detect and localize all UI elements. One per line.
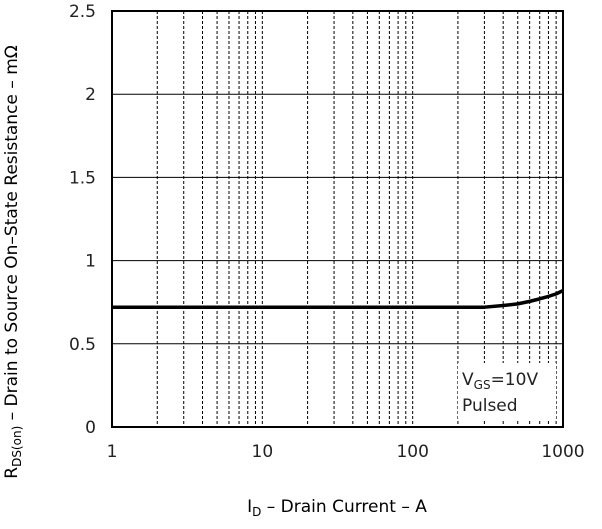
x-axis-label-rest: – Drain Current – A xyxy=(261,497,427,517)
annotation-vgs-sub: GS xyxy=(474,378,491,392)
x-tick-label: 10 xyxy=(252,442,274,462)
annotation-box: VGS=10V Pulsed xyxy=(458,363,556,419)
y-tick-label: 0 xyxy=(85,418,96,438)
x-tick-label: 1000 xyxy=(541,442,584,462)
x-tick-label: 1 xyxy=(107,442,118,462)
y-tick-labels: 0 0.5 1 1.5 2 2.5 xyxy=(69,2,96,438)
y-tick-label: 2 xyxy=(85,85,96,105)
y-tick-label: 0.5 xyxy=(69,335,96,355)
y-axis-label: RDS(on) – Drain to Source On–State Resis… xyxy=(2,45,24,478)
annotation-vgs-rest: =10V xyxy=(491,370,539,390)
plot-frame xyxy=(111,10,564,428)
y-axis-label-sub: DS(on) xyxy=(10,426,24,467)
annotation-vgs-main: V xyxy=(462,370,474,390)
x-axis-label: ID – Drain Current – A xyxy=(247,497,427,519)
annotation-background xyxy=(458,363,556,419)
x-tick-label: 100 xyxy=(396,442,428,462)
series-layer xyxy=(112,288,564,309)
x-axis-label-sub: D xyxy=(252,505,261,519)
x-axis-label-main: I xyxy=(247,497,252,517)
x-grid xyxy=(156,11,557,427)
x-tick-labels: 1 10 100 1000 xyxy=(107,442,585,462)
y-tick-label: 2.5 xyxy=(69,2,96,22)
y-axis-label-rest: – Drain to Source On–State Resistance – … xyxy=(2,45,22,426)
annotation-line2: Pulsed xyxy=(462,396,518,416)
annotation-line1: VGS=10V xyxy=(462,370,538,392)
y-tick-label: 1 xyxy=(85,252,96,272)
y-grid xyxy=(112,93,563,345)
series-line xyxy=(112,288,564,309)
y-axis-label-main: R xyxy=(2,467,22,479)
y-tick-label: 1.5 xyxy=(69,168,96,188)
